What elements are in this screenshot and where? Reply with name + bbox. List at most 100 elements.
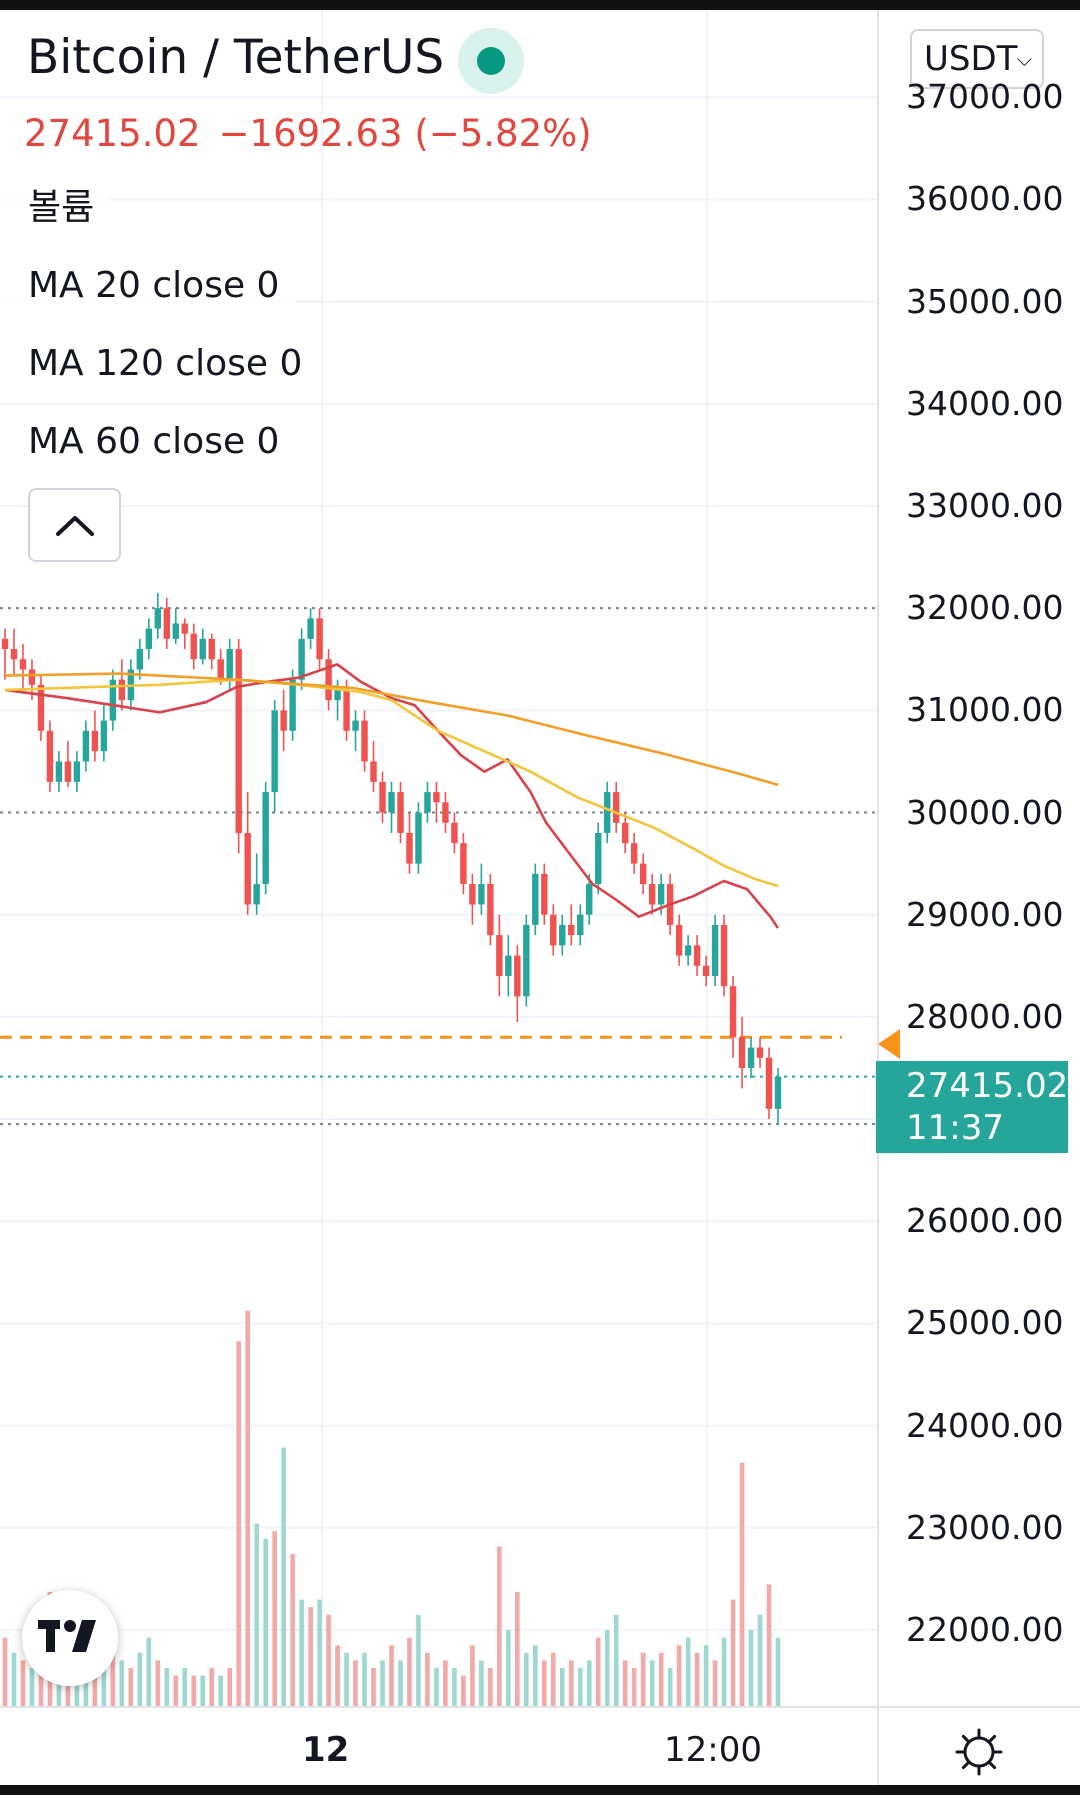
- volume-bar: [344, 1652, 349, 1706]
- candle-body: [639, 863, 647, 885]
- candle-body: [352, 720, 359, 731]
- chart-area[interactable]: [0, 10, 877, 1706]
- currency-select[interactable]: USDT ⌵: [910, 29, 1044, 89]
- candle-body: [235, 649, 242, 833]
- price-axis-label: 24000.00: [906, 1405, 1064, 1445]
- candle-body: [756, 1047, 764, 1058]
- volume-bar: [667, 1668, 673, 1706]
- volume-bar: [380, 1660, 385, 1706]
- volume-bar: [622, 1660, 628, 1706]
- candle-body: [10, 649, 18, 660]
- volume-bar: [506, 1630, 511, 1706]
- volume-bar: [254, 1523, 259, 1706]
- candle-body: [774, 1076, 782, 1109]
- volume-bar: [658, 1652, 664, 1706]
- legend-ma20[interactable]: MA 20 close 0: [0, 252, 296, 320]
- ma120-line: [4, 672, 779, 787]
- candle-body: [568, 924, 575, 936]
- candle-body: [19, 659, 27, 670]
- chart-settings-button[interactable]: [877, 1706, 1080, 1787]
- candle-body: [684, 945, 692, 956]
- candle-body: [469, 884, 476, 905]
- candle-body: [478, 884, 485, 905]
- volume-bar: [515, 1592, 520, 1706]
- volume-bar: [236, 1341, 241, 1706]
- volume-bar: [703, 1645, 709, 1706]
- candle-body: [55, 761, 63, 782]
- volume-bar: [272, 1531, 277, 1706]
- volume-bar: [730, 1599, 736, 1706]
- candle-body: [657, 884, 665, 905]
- volume-bar: [757, 1614, 763, 1706]
- volume-bar: [649, 1660, 655, 1706]
- candle-body: [253, 884, 260, 905]
- candle-body: [379, 781, 386, 813]
- collapse-legend-button[interactable]: [28, 488, 121, 562]
- price-axis-label: 26000.00: [906, 1201, 1064, 1241]
- volume-bar: [748, 1630, 754, 1706]
- volume-bar: [164, 1668, 170, 1706]
- volume-bar: [640, 1652, 646, 1706]
- volume-bar: [470, 1645, 475, 1706]
- volume-bar: [227, 1668, 233, 1706]
- ma20-line: [4, 663, 780, 929]
- tradingview-logo-icon[interactable]: [22, 1590, 118, 1686]
- candle-body: [604, 792, 611, 833]
- candle-body: [136, 649, 144, 670]
- volume-bar: [119, 1660, 125, 1706]
- candle-body: [702, 965, 710, 976]
- volume-bar: [2, 1637, 8, 1706]
- price-axis-label: 23000.00: [906, 1507, 1064, 1547]
- candle-body: [621, 822, 629, 844]
- candle-body: [100, 720, 108, 752]
- volume-bar: [524, 1652, 529, 1706]
- volume-bar: [11, 1652, 17, 1706]
- volume-bar: [586, 1660, 592, 1706]
- volume-bar: [146, 1637, 152, 1706]
- volume-bar: [407, 1637, 412, 1706]
- candle-body: [172, 623, 179, 639]
- candle-body: [415, 812, 422, 864]
- candle-body: [298, 638, 305, 680]
- volume-bar: [443, 1660, 448, 1706]
- alert-marker-icon[interactable]: [878, 1029, 900, 1059]
- price-chart[interactable]: [0, 10, 877, 1706]
- legend-ma60[interactable]: MA 60 close 0: [0, 408, 296, 476]
- volume-bar: [308, 1607, 313, 1706]
- time-axis[interactable]: [0, 1706, 877, 1787]
- candle-body: [289, 679, 296, 731]
- volume-bar: [245, 1310, 250, 1706]
- market-status-icon[interactable]: [458, 28, 524, 94]
- candle-body: [388, 792, 395, 813]
- candle-body: [316, 618, 323, 660]
- volume-bar: [299, 1599, 304, 1706]
- volume-bar: [577, 1668, 583, 1706]
- candle-body: [181, 623, 188, 634]
- candle-body: [550, 914, 557, 946]
- volume-bar: [191, 1675, 197, 1706]
- candle-body: [541, 873, 548, 915]
- symbol-title[interactable]: Bitcoin / TetherUS: [27, 30, 445, 85]
- volume-bar: [676, 1645, 682, 1706]
- volume-bar: [712, 1660, 718, 1706]
- candle-body: [577, 914, 584, 936]
- time-label-day: 12: [302, 1730, 350, 1770]
- candle-body: [451, 822, 458, 844]
- volume-bar: [218, 1675, 224, 1706]
- volume-bar: [775, 1637, 781, 1706]
- legend-volume[interactable]: 볼륨: [0, 174, 111, 242]
- legend-ma120[interactable]: MA 120 close 0: [0, 330, 319, 398]
- volume-bar: [425, 1652, 430, 1706]
- price-axis-label: 28000.00: [906, 996, 1064, 1036]
- candle-body: [675, 924, 683, 956]
- candle-body: [720, 924, 728, 987]
- candle-body: [118, 679, 126, 701]
- candle-body: [46, 730, 54, 782]
- candle-body: [747, 1047, 755, 1068]
- price-axis[interactable]: [877, 10, 1080, 1706]
- time-label-noon: 12:00: [664, 1730, 762, 1770]
- volume-bar: [766, 1584, 772, 1706]
- volume-bar: [461, 1675, 466, 1706]
- volume-bar: [613, 1614, 619, 1706]
- volume-bar: [685, 1637, 691, 1706]
